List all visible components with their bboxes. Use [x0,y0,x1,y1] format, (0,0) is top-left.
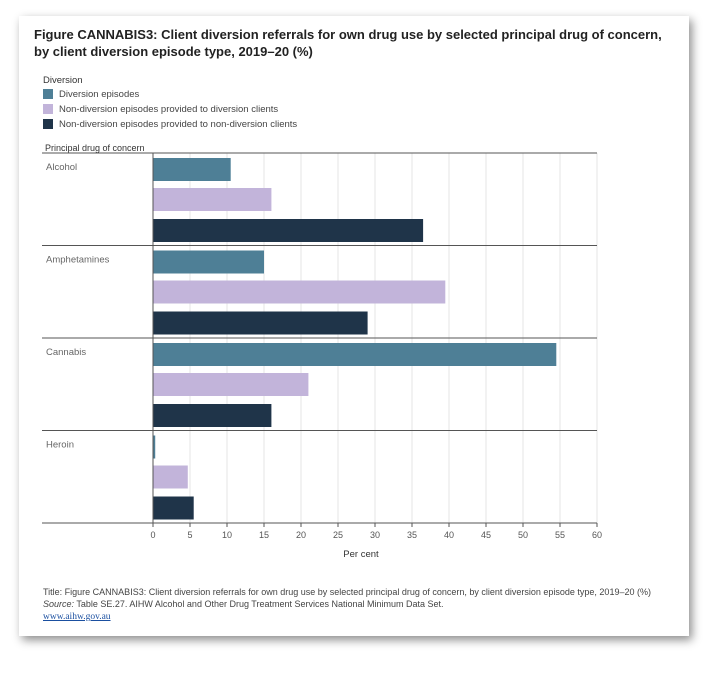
bar-amphetamines-series-3 [153,311,368,335]
category-label-amphetamines: Amphetamines [46,255,110,266]
chart-card: Figure CANNABIS3: Client diversion refer… [19,16,689,636]
bar-alcohol-series-3 [153,219,424,242]
bar-amphetamines-series-2 [153,280,446,304]
bar-heroin-series-2 [153,465,188,489]
footer-title: Title: Figure CANNABIS3: Client diversio… [43,587,651,597]
aihw-link[interactable]: www.aihw.gov.au [43,612,111,622]
category-label-alcohol: Alcohol [46,162,77,173]
x-tick-label: 15 [259,530,269,540]
x-tick-label: 50 [518,530,528,540]
x-tick-label: 55 [555,530,565,540]
x-tick-label: 0 [150,530,155,540]
legend-swatch [43,104,53,114]
legend-label: Non-diversion episodes provided to diver… [59,103,279,115]
legend-item-diversion-episodes[interactable]: Diversion episodes [43,88,139,100]
legend-item-non-diversion-to-non-diversion-clients[interactable]: Non-diversion episodes provided to non-d… [43,118,297,130]
x-tick-label: 40 [444,530,454,540]
x-tick-label: 60 [592,530,602,540]
legend-swatch [43,89,53,99]
x-axis-title: Per cent [343,549,379,560]
chart-footer: Title: Figure CANNABIS3: Client diversio… [43,586,673,623]
chart-title: Figure CANNABIS3: Client diversion refer… [34,27,662,59]
legend-label: Non-diversion episodes provided to non-d… [59,118,298,130]
category-label-cannabis: Cannabis [46,347,86,358]
category-label-heroin: Heroin [46,440,74,451]
x-tick-label: 10 [222,530,232,540]
bar-alcohol-series-1 [153,158,231,181]
bar-heroin-series-1 [153,435,156,459]
footer-source: Source: Table SE.27. AIHW Alcohol and Ot… [43,598,673,610]
x-tick-label: 35 [407,530,417,540]
x-tick-label: 30 [370,530,380,540]
category-axis-title: Principal drug of concern [45,143,145,153]
bar-cannabis-series-3 [153,404,272,427]
x-tick-label: 5 [187,530,192,540]
bar-chart-plot: Alcohol Amphetamines Cannabis Heroin 0 5 10 15 2… [42,152,602,560]
legend-item-non-diversion-to-diversion-clients[interactable]: Non-diversion episodes provided to diver… [43,103,278,115]
bar-cannabis-series-2 [153,373,309,396]
x-tick-label: 20 [296,530,306,540]
source-text: Table SE.27. AIHW Alcohol and Other Drug… [74,599,444,609]
source-label: Source: [43,599,75,609]
bar-amphetamines-series-1 [153,250,264,274]
legend-label: Diversion episodes [59,88,140,100]
legend-title: Diversion [43,75,83,86]
bar-cannabis-series-1 [153,343,557,366]
bar-alcohol-series-2 [153,188,272,211]
x-tick-label: 25 [333,530,343,540]
bar-heroin-series-3 [153,496,194,520]
legend-swatch [43,119,53,129]
x-tick-label: 45 [481,530,491,540]
